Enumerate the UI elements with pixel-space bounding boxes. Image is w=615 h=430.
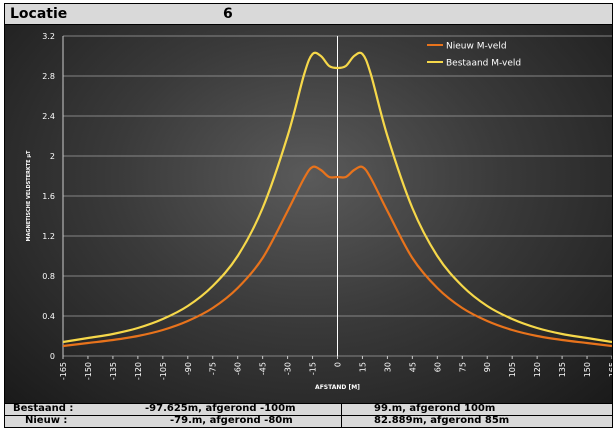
column-divider <box>341 416 342 427</box>
x-tick-label: -165 <box>59 362 68 380</box>
y-tick-label: 1.6 <box>42 192 55 201</box>
bestaand-m-veld-line <box>62 51 612 344</box>
y-tick-label: 0.8 <box>42 272 55 281</box>
row-label-nieuw: Nieuw : <box>25 415 68 426</box>
x-tick-label: 75 <box>458 362 467 372</box>
distance-summary-table: Bestaand : -97.625m, afgerond -100m 99.m… <box>4 403 613 428</box>
row-label-bestaand: Bestaand : <box>13 403 74 414</box>
legend-label: Bestaand M-veld <box>446 59 521 69</box>
x-tick-label: 150 <box>583 362 592 377</box>
location-header: Locatie 6 <box>4 3 613 25</box>
legend-label: Nieuw M-veld <box>446 42 507 52</box>
footer-row-bestaand: Bestaand : -97.625m, afgerond -100m 99.m… <box>5 403 612 416</box>
row-left-value-bestaand: -97.625m, afgerond -100m <box>145 403 296 414</box>
x-tick-label: -15 <box>309 362 318 375</box>
row-left-value-nieuw: -79.m, afgerond -80m <box>170 415 293 426</box>
x-tick-label: 60 <box>433 362 442 372</box>
y-tick-label: 0.4 <box>42 312 55 321</box>
y-tick-label: 2 <box>50 152 55 161</box>
x-tick-label: -75 <box>209 362 218 375</box>
footer-row-nieuw: Nieuw : -79.m, afgerond -80m 82.889m, af… <box>5 415 612 427</box>
magnetic-field-chart: 0 0.4 0.8 1.2 1.6 2 2.4 2.8 3.2 -165 -150 -135 -120-… <box>4 25 613 403</box>
x-tick-label: 105 <box>508 362 517 377</box>
location-label: Locatie <box>10 6 68 22</box>
y-tick-label: 2.8 <box>42 72 55 81</box>
label-cell-bg <box>5 416 133 427</box>
row-right-value-nieuw: 82.889m, afgerond 85m <box>374 415 510 426</box>
x-tick-label: -120 <box>134 362 143 380</box>
location-value: 6 <box>223 6 233 22</box>
x-tick-label: 120 <box>533 362 542 377</box>
x-tick-label: 135 <box>558 362 567 377</box>
x-tick-label: -105 <box>159 362 168 380</box>
x-axis-title: AFSTAND [M] <box>315 384 360 391</box>
chart-canvas: 00.40.81.21.622.42.83.2-165 -150 -135 -120-… <box>26 32 612 391</box>
x-tick-label: 0 <box>334 362 343 367</box>
y-tick-label: 0 <box>50 352 55 361</box>
y-tick-label: 3.2 <box>42 32 55 41</box>
y-tick-label: 2.4 <box>42 112 55 121</box>
x-tick-label: -90 <box>184 362 193 375</box>
right-cell-bg <box>342 416 612 427</box>
x-tick-label: -45 <box>259 362 268 375</box>
x-tick-label: -30 <box>284 362 293 375</box>
x-tick-label: -150 <box>84 362 93 380</box>
x-tick-label: -135 <box>109 362 118 380</box>
x-tick-label: 45 <box>408 362 417 372</box>
x-tick-label: 165 <box>608 362 612 377</box>
nieuw-m-veld-line <box>62 165 612 348</box>
column-divider <box>341 404 342 415</box>
x-tick-label: -60 <box>234 362 243 375</box>
x-tick-label: 90 <box>483 362 492 372</box>
y-tick-label: 1.2 <box>42 232 55 241</box>
x-tick-label: 15 <box>358 362 367 372</box>
row-right-value-bestaand: 99.m, afgerond 100m <box>374 403 496 414</box>
y-axis-title: MAGNETISCHE VELDSTERKTE µT <box>26 150 32 241</box>
x-tick-label: 30 <box>383 362 392 372</box>
left-cell-bg <box>133 416 341 427</box>
